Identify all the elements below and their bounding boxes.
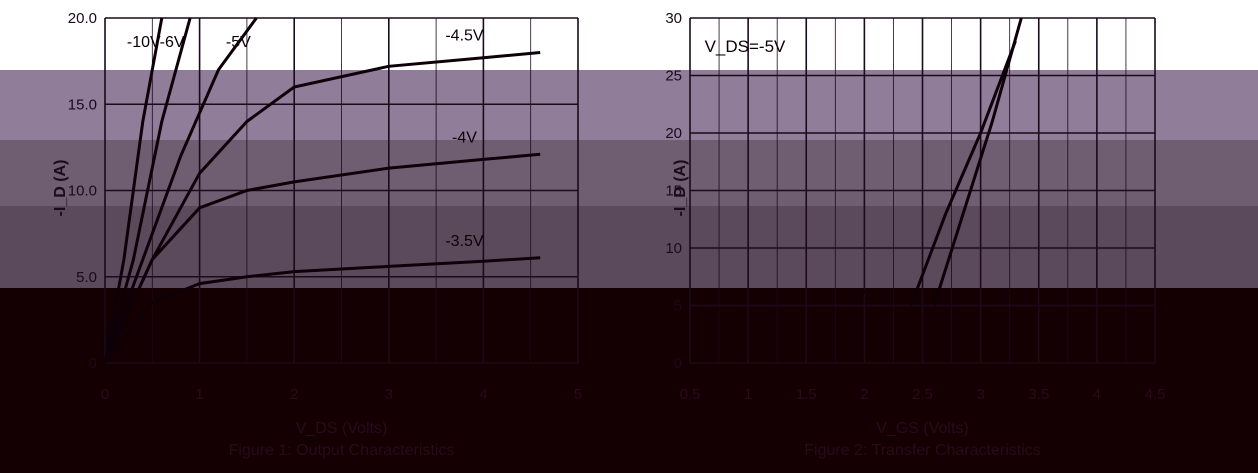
x-tick-label: 0.5 — [680, 386, 701, 403]
series-label: 25°C — [996, 287, 1032, 304]
output-characteristics-chart: 0 1 2 3 4 5 0 5.0 10.0 15.0 20.0 -I_D (A) V_DS (Volt… — [52, 10, 582, 459]
background-band-plum — [0, 206, 1258, 288]
x-tick-label: 1 — [195, 386, 203, 403]
x-tick-label: 4 — [1093, 386, 1101, 403]
y-tick-label: 20 — [665, 125, 682, 142]
y-tick-label: 15 — [665, 183, 682, 200]
series-label: -3.5V — [445, 233, 484, 250]
chart-annotation: V_DS=-5V — [705, 37, 786, 56]
chart-title: Figure 2: Transfer Characteristics — [804, 442, 1041, 459]
chart-title: Figure 1: Output Characteristics — [229, 442, 455, 459]
x-tick-label: 4.5 — [1145, 386, 1166, 403]
y-tick-label: 5 — [674, 298, 682, 315]
x-tick-label: 2.5 — [912, 386, 933, 403]
series-label: -6V — [160, 34, 185, 51]
y-tick-label: 30 — [665, 10, 682, 27]
x-tick-label: 1 — [744, 386, 752, 403]
series-label: 125°C — [849, 287, 894, 304]
series-label: -5V — [226, 34, 251, 51]
series-label: -4.5V — [445, 28, 484, 45]
x-tick-label: 4 — [479, 386, 487, 403]
series-line — [103, 17, 192, 364]
y-tick-label: 25 — [665, 68, 682, 85]
x-tick-label: 3 — [385, 386, 393, 403]
y-tick-label: 5.0 — [76, 269, 97, 286]
series-label: -10V — [127, 34, 161, 51]
y-tick-label: 15.0 — [68, 96, 97, 113]
y-tick-label: 10.0 — [68, 183, 97, 200]
background-band-light — [0, 38, 1258, 70]
series-line — [103, 256, 541, 364]
x-tick-label: 0 — [101, 386, 109, 403]
x-tick-label: 1.5 — [796, 386, 817, 403]
series-line — [103, 17, 164, 364]
y-tick-label: 0 — [674, 355, 682, 372]
x-axis-label: V_GS (Volts) — [876, 420, 968, 437]
series-line — [103, 152, 541, 364]
series-line — [103, 51, 541, 364]
x-tick-label: 3.5 — [1028, 386, 1049, 403]
series-line — [103, 17, 258, 364]
y-axis-label: -I_D (A) — [672, 160, 689, 217]
x-tick-label: 3 — [976, 386, 984, 403]
background-band-mauve — [0, 140, 1258, 206]
y-tick-label: 0 — [89, 355, 97, 372]
series-line — [909, 40, 1017, 307]
x-tick-label: 2 — [860, 386, 868, 403]
series-label: -4V — [452, 129, 477, 146]
y-axis-label: -I_D (A) — [52, 160, 69, 217]
background-band-white — [0, 0, 1258, 38]
x-tick-label: 5 — [574, 386, 582, 403]
x-axis-label: V_DS (Volts) — [296, 420, 388, 437]
background-band-dark — [0, 288, 1258, 473]
y-tick-label: 10 — [665, 240, 682, 257]
y-tick-label: 20.0 — [68, 10, 97, 27]
transfer-characteristics-chart: 0.5 1 1.5 2 2.5 3 3.5 4 4.5 0 5 10 15 20 25 30 -I_D (A) V… — [665, 10, 1165, 459]
x-tick-label: 2 — [290, 386, 298, 403]
series-line — [932, 17, 1023, 306]
